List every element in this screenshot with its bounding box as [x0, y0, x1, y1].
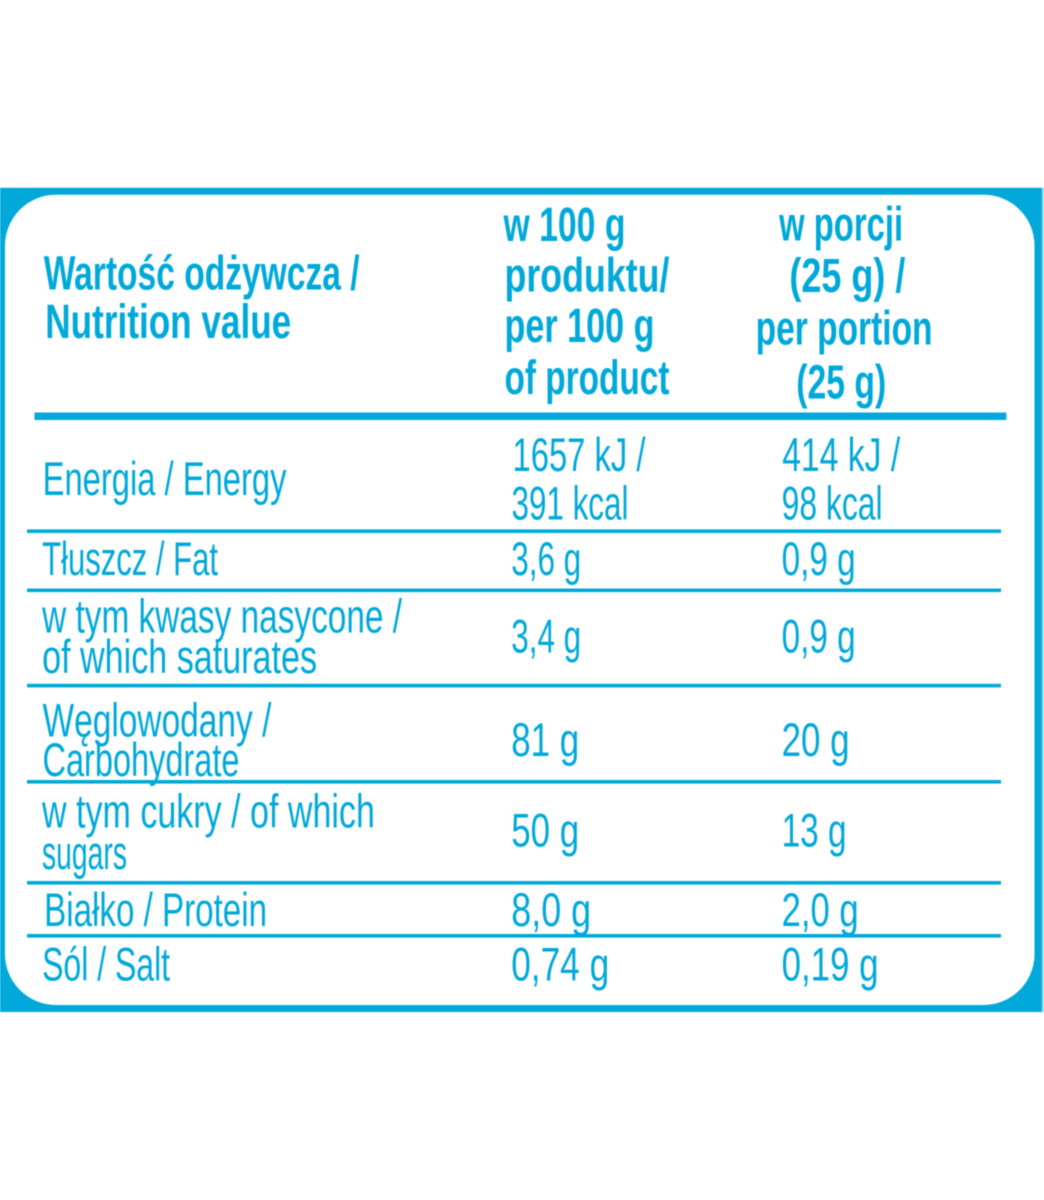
- svg-text:Nutrition value: Nutrition value: [45, 295, 291, 349]
- svg-text:81 g: 81 g: [511, 713, 579, 767]
- svg-text:w tym cukry / of which: w tym cukry / of which: [41, 785, 375, 838]
- svg-text:1657 kJ /: 1657 kJ /: [513, 428, 647, 482]
- svg-text:414 kJ /: 414 kJ /: [782, 428, 900, 481]
- svg-text:Węglowodany /: Węglowodany /: [43, 694, 272, 747]
- svg-text:(25 g): (25 g): [796, 355, 886, 409]
- svg-text:13 g: 13 g: [782, 804, 847, 857]
- svg-text:50 g: 50 g: [511, 803, 579, 857]
- svg-text:0,74 g: 0,74 g: [511, 937, 609, 990]
- svg-text:Energia / Energy: Energia / Energy: [43, 452, 287, 506]
- svg-text:Carbohydrate: Carbohydrate: [43, 733, 240, 787]
- svg-text:20 g: 20 g: [782, 713, 850, 767]
- svg-text:per 100 g: per 100 g: [505, 298, 655, 352]
- svg-text:w tym kwasy nasycone /: w tym kwasy nasycone /: [41, 590, 402, 643]
- svg-text:Tłuszcz / Fat: Tłuszcz / Fat: [42, 532, 218, 585]
- svg-text:w 100 g: w 100 g: [503, 197, 626, 251]
- svg-text:produktu/: produktu/: [505, 248, 670, 301]
- svg-text:98 kcal: 98 kcal: [782, 476, 883, 530]
- svg-text:per portion: per portion: [756, 302, 933, 355]
- svg-text:Białko / Protein: Białko / Protein: [44, 883, 267, 936]
- svg-text:Wartość odżywcza /: Wartość odżywcza /: [44, 247, 360, 300]
- svg-text:391 kcal: 391 kcal: [512, 477, 629, 530]
- svg-text:(25 g) /: (25 g) /: [789, 249, 905, 302]
- svg-text:sugars: sugars: [42, 828, 127, 880]
- svg-text:Sól / Salt: Sól / Salt: [42, 937, 170, 991]
- svg-text:0,9 g: 0,9 g: [782, 610, 856, 663]
- svg-text:3,4 g: 3,4 g: [511, 610, 581, 663]
- svg-text:2,0 g: 2,0 g: [782, 883, 859, 937]
- svg-text:0,19 g: 0,19 g: [782, 937, 879, 991]
- svg-text:of which saturates: of which saturates: [42, 630, 317, 683]
- svg-text:8,0 g: 8,0 g: [511, 883, 591, 936]
- svg-text:w porcji: w porcji: [778, 197, 903, 251]
- svg-text:of product: of product: [505, 351, 670, 404]
- svg-text:0,9 g: 0,9 g: [782, 532, 856, 585]
- svg-text:3,6 g: 3,6 g: [511, 533, 581, 586]
